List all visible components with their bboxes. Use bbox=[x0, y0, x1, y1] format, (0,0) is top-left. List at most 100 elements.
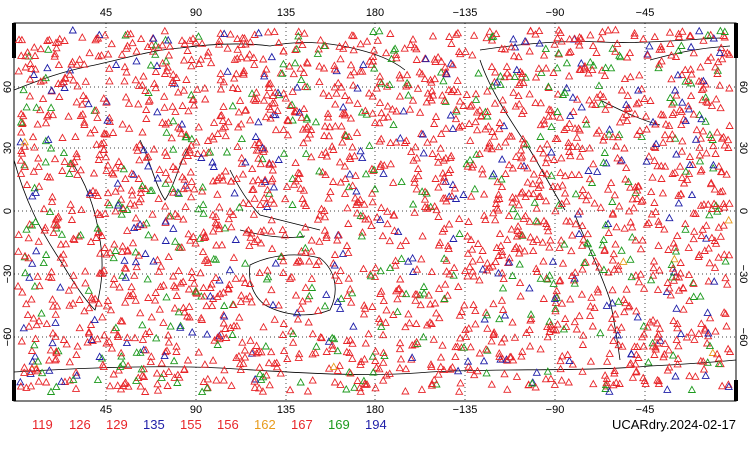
station-marker bbox=[678, 283, 688, 291]
station-marker bbox=[424, 290, 433, 299]
station-marker bbox=[19, 111, 28, 120]
station-marker bbox=[567, 271, 577, 280]
station-marker bbox=[448, 60, 457, 69]
station-marker bbox=[51, 332, 60, 340]
station-marker bbox=[560, 88, 570, 96]
station-marker bbox=[149, 34, 158, 42]
station-marker bbox=[307, 274, 316, 282]
station-marker bbox=[622, 104, 632, 112]
station-marker bbox=[349, 45, 358, 54]
station-marker bbox=[711, 201, 721, 209]
station-marker bbox=[25, 74, 35, 83]
station-marker bbox=[342, 241, 352, 249]
station-marker bbox=[159, 369, 168, 378]
station-marker bbox=[357, 231, 366, 240]
station-marker bbox=[285, 385, 295, 394]
left-lat-label: 60 bbox=[2, 81, 14, 93]
station-marker bbox=[417, 69, 427, 78]
station-marker bbox=[346, 284, 355, 293]
station-marker bbox=[724, 143, 733, 151]
station-marker bbox=[45, 366, 54, 374]
station-marker bbox=[219, 318, 228, 327]
station-marker bbox=[131, 296, 140, 304]
station-marker bbox=[53, 213, 62, 222]
station-marker bbox=[396, 241, 405, 249]
station-marker bbox=[217, 240, 227, 249]
station-marker bbox=[418, 129, 428, 138]
station-marker bbox=[158, 40, 167, 49]
station-marker bbox=[139, 145, 148, 154]
station-marker bbox=[630, 342, 639, 350]
station-marker bbox=[164, 252, 173, 261]
station-marker bbox=[716, 232, 725, 240]
station-marker bbox=[155, 165, 164, 173]
station-marker bbox=[16, 117, 26, 126]
station-marker bbox=[566, 294, 575, 303]
station-marker bbox=[50, 49, 60, 58]
station-marker bbox=[497, 155, 507, 163]
station-marker bbox=[233, 34, 242, 43]
station-marker bbox=[543, 222, 552, 231]
station-marker bbox=[372, 84, 381, 92]
station-marker bbox=[344, 182, 354, 191]
station-marker bbox=[251, 96, 260, 104]
station-marker bbox=[164, 367, 173, 375]
station-marker bbox=[294, 31, 303, 40]
station-marker bbox=[443, 241, 453, 250]
station-marker bbox=[341, 174, 350, 183]
station-marker bbox=[512, 242, 521, 251]
station-marker bbox=[17, 149, 27, 157]
station-marker bbox=[120, 76, 129, 85]
station-marker bbox=[428, 31, 438, 40]
station-marker bbox=[197, 186, 207, 195]
station-marker bbox=[111, 246, 120, 254]
station-marker bbox=[237, 119, 246, 128]
station-marker bbox=[427, 319, 436, 327]
station-marker bbox=[395, 363, 404, 372]
station-marker bbox=[356, 39, 365, 48]
station-marker bbox=[334, 230, 343, 239]
station-marker bbox=[233, 45, 242, 53]
station-marker bbox=[135, 140, 144, 149]
station-marker bbox=[479, 356, 489, 365]
station-marker bbox=[714, 359, 724, 368]
station-marker bbox=[85, 48, 94, 57]
station-marker bbox=[34, 182, 44, 190]
station-marker bbox=[122, 44, 131, 52]
station-marker bbox=[421, 54, 430, 63]
station-marker bbox=[596, 203, 605, 211]
station-marker bbox=[203, 51, 212, 60]
station-marker bbox=[54, 60, 64, 69]
station-marker bbox=[432, 308, 441, 317]
station-marker bbox=[22, 225, 31, 233]
station-marker bbox=[301, 248, 310, 256]
station-marker bbox=[625, 48, 635, 57]
station-marker bbox=[298, 194, 307, 203]
station-marker bbox=[200, 360, 210, 368]
station-marker bbox=[689, 292, 698, 300]
station-marker bbox=[651, 120, 660, 128]
station-marker bbox=[194, 32, 203, 40]
station-marker bbox=[299, 104, 309, 113]
station-marker bbox=[16, 156, 26, 164]
station-marker bbox=[161, 202, 170, 210]
station-marker bbox=[615, 201, 624, 210]
station-marker bbox=[515, 248, 524, 257]
station-marker bbox=[320, 41, 329, 50]
station-marker bbox=[121, 174, 130, 183]
station-marker bbox=[650, 198, 659, 206]
station-marker bbox=[664, 345, 673, 354]
right-lat-label: 0 bbox=[737, 208, 749, 214]
station-marker bbox=[591, 256, 600, 265]
station-marker bbox=[543, 274, 552, 283]
station-marker bbox=[100, 129, 109, 137]
left-lat-label: −30 bbox=[2, 265, 14, 284]
station-marker bbox=[30, 51, 40, 59]
station-marker bbox=[401, 289, 411, 298]
station-marker bbox=[678, 98, 687, 106]
station-marker bbox=[564, 48, 574, 56]
station-marker bbox=[675, 105, 685, 114]
station-marker bbox=[635, 126, 645, 134]
station-marker bbox=[674, 46, 683, 54]
station-marker bbox=[179, 184, 188, 193]
